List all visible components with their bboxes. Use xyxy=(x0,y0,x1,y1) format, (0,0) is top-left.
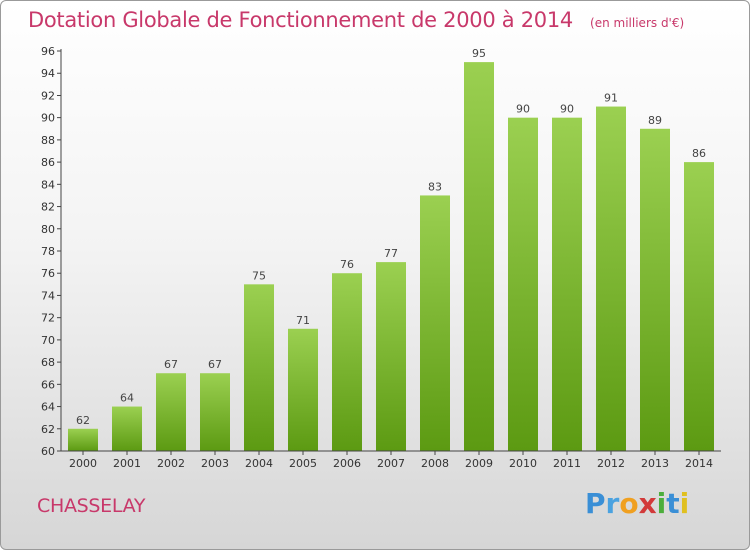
bars: 62 64 67 67 75 71 76 77 83 95 90 90 91 89 86 xyxy=(68,47,714,452)
bar-value-label: 62 xyxy=(76,414,90,427)
bar-value-label: 90 xyxy=(516,103,530,116)
y-tick-label: 88 xyxy=(41,134,55,147)
y-tick-label: 96 xyxy=(41,45,55,58)
bar-value-label: 76 xyxy=(340,258,354,271)
y-tick-label: 64 xyxy=(41,401,55,414)
bar-2006 xyxy=(332,273,362,451)
x-tick-label: 2008 xyxy=(421,457,449,470)
x-tick-label: 2014 xyxy=(685,457,713,470)
commune-name: CHASSELAY xyxy=(37,495,146,517)
y-tick-label: 94 xyxy=(41,67,55,80)
x-tick-label: 2002 xyxy=(157,457,185,470)
bar-2001 xyxy=(112,406,142,451)
bar-value-label: 75 xyxy=(252,269,266,282)
bar-2008 xyxy=(420,195,450,451)
y-tick-label: 76 xyxy=(41,267,55,280)
bar-2003 xyxy=(200,373,230,451)
x-tick-label: 2001 xyxy=(113,457,141,470)
chart-title: Dotation Globale de Fonctionnement de 20… xyxy=(28,8,573,32)
y-tick-label: 70 xyxy=(41,334,55,347)
x-tick-label: 2006 xyxy=(333,457,361,470)
bar-2012 xyxy=(596,106,626,452)
bar-2004 xyxy=(244,284,274,451)
y-tick-label: 62 xyxy=(41,423,55,436)
chart-subtitle: (en milliers d'€) xyxy=(590,16,685,30)
bar-2000 xyxy=(68,428,98,451)
y-tick-label: 74 xyxy=(41,289,55,302)
x-tick-label: 2010 xyxy=(509,457,537,470)
bar-value-label: 71 xyxy=(296,314,310,327)
y-tick-label: 82 xyxy=(41,201,55,214)
bar-value-label: 89 xyxy=(648,114,662,127)
bar-2002 xyxy=(156,373,186,451)
bar-2005 xyxy=(288,328,318,451)
bar-value-label: 95 xyxy=(472,47,486,60)
y-tick-label: 90 xyxy=(41,112,55,125)
bar-2010 xyxy=(508,117,538,452)
proxiti-logo: Proxiti xyxy=(585,487,690,520)
title-row: Dotation Globale de Fonctionnement de 20… xyxy=(28,8,684,32)
x-tick-label: 2005 xyxy=(289,457,317,470)
bar-2014 xyxy=(684,162,714,451)
y-tick-label: 84 xyxy=(41,178,55,191)
y-axis: 60 62 64 66 68 70 72 74 76 78 80 82 84 86 88 90 92 94 96 xyxy=(41,45,62,458)
bar-value-label: 77 xyxy=(384,247,398,260)
bar-value-label: 86 xyxy=(692,147,706,160)
x-tick-label: 2007 xyxy=(377,457,405,470)
bar-2009 xyxy=(464,62,494,451)
bar-value-label: 83 xyxy=(428,180,442,193)
y-tick-label: 72 xyxy=(41,312,55,325)
bar-2011 xyxy=(552,117,582,452)
bar-value-label: 90 xyxy=(560,103,574,116)
x-tick-label: 2004 xyxy=(245,457,273,470)
y-tick-label: 80 xyxy=(41,223,55,236)
bar-value-label: 64 xyxy=(120,392,134,405)
x-tick-label: 2009 xyxy=(465,457,493,470)
bar-2013 xyxy=(640,128,670,451)
bar-value-label: 67 xyxy=(164,358,178,371)
bar-value-label: 67 xyxy=(208,358,222,371)
y-tick-label: 66 xyxy=(41,378,55,391)
bar-2007 xyxy=(376,262,406,451)
x-tick-label: 2012 xyxy=(597,457,625,470)
x-tick-label: 2011 xyxy=(553,457,581,470)
y-tick-label: 68 xyxy=(41,356,55,369)
x-tick-label: 2003 xyxy=(201,457,229,470)
x-tick-label: 2013 xyxy=(641,457,669,470)
x-tick-label: 2000 xyxy=(69,457,97,470)
y-tick-label: 78 xyxy=(41,245,55,258)
bar-value-label: 91 xyxy=(604,92,618,105)
x-axis: 2000 2001 2002 2003 2004 2005 2006 2007 2008 2009… xyxy=(61,450,721,470)
y-tick-label: 86 xyxy=(41,156,55,169)
y-tick-label: 60 xyxy=(41,445,55,458)
y-tick-label: 92 xyxy=(41,89,55,102)
